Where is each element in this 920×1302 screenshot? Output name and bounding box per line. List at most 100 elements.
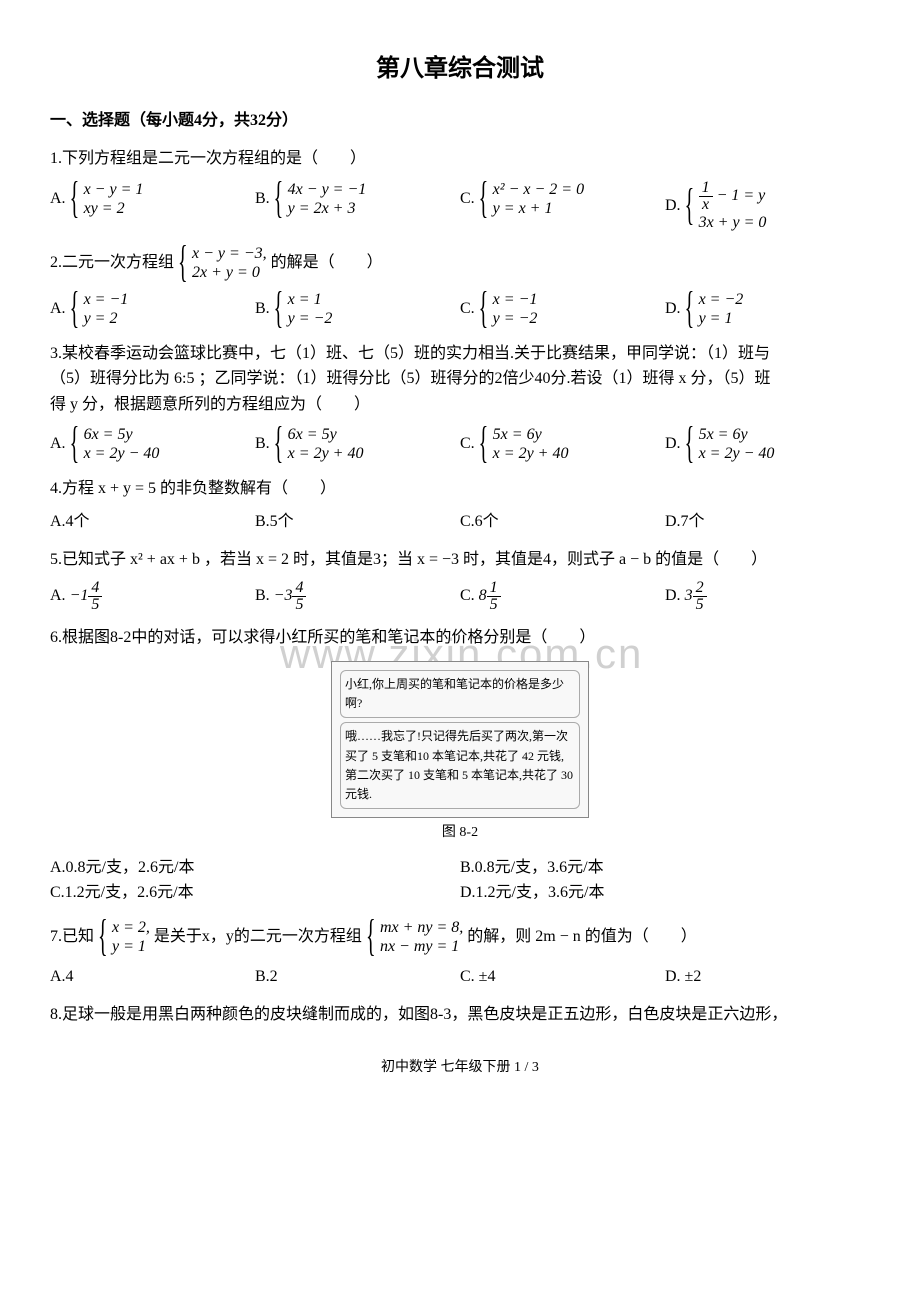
eq-line: 5x = 6y (699, 425, 775, 444)
q2-options: A. x = −1y = 2 B. x = 1y = −2 C. x = −1y… (50, 290, 870, 328)
eq-line: x = 2y + 40 (493, 444, 569, 463)
mixed-int: 8 (479, 588, 487, 605)
q2-stem: 2.二元一次方程组 x − y = −3, 2x + y = 0 的解是（ ） (50, 244, 870, 282)
q4-opt-d: D.7个 (665, 509, 870, 535)
eq-line: x = 2, (112, 918, 150, 937)
eq-line: x = 1 (288, 290, 333, 309)
page-title: 第八章综合测试 (50, 50, 870, 88)
eq-line: x² − x − 2 = 0 (493, 180, 584, 199)
opt-label: D. (665, 300, 681, 317)
q7-opt-a: A.4 (50, 964, 255, 990)
frac-num: 4 (88, 580, 102, 597)
eq-line: 1x − 1 = y (699, 180, 767, 213)
eq-line: x = 2y + 40 (288, 444, 364, 463)
q2-opt-c: C. x = −1y = −2 (460, 290, 665, 328)
opt-label: B. (255, 588, 270, 605)
q1-opt-c: C. x² − x − 2 = 0 y = x + 1 (460, 180, 665, 232)
q2-pre: 2.二元一次方程组 (50, 254, 174, 271)
frac-den: 5 (693, 597, 707, 613)
q4-options: A.4个 B.5个 C.6个 D.7个 (50, 509, 870, 535)
opt-label: A. (50, 300, 66, 317)
opt-label: D. (665, 196, 681, 213)
q6-options: A.0.8元/支，2.6元/本 B.0.8元/支，3.6元/本 C.1.2元/支… (50, 855, 870, 906)
q3-opt-c: C. 5x = 6yx = 2y + 40 (460, 425, 665, 463)
q6-opt-a: A.0.8元/支，2.6元/本 (50, 855, 460, 881)
q7-post: 的解，则 2m − n 的值为（ ） (467, 928, 696, 945)
opt-label: D. (665, 435, 681, 452)
q5-options: A. −145 B. −345 C. 815 D. 325 (50, 580, 870, 613)
q7-options: A.4 B.2 C. ±4 D. ±2 (50, 964, 870, 990)
question-3: 3.某校春季运动会篮球比赛中，七（1）班、七（5）班的实力相当.关于比赛结果，甲… (50, 341, 870, 464)
q8-text: 8.足球一般是用黑白两种颜色的皮块缝制而成的，如图8-3，黑色皮块是正五边形，白… (50, 1002, 870, 1028)
q7-stem: 7.已知 x = 2, y = 1 是关于x，y的二元一次方程组 mx + ny… (50, 918, 870, 956)
q1-opt-a: A. x − y = 1 xy = 2 (50, 180, 255, 232)
q5-text: 5.已知式子 x² + ax + b ，若当 x = 2 时，其值是3；当 x … (50, 547, 870, 573)
eq-line: x = 2y − 40 (84, 444, 160, 463)
q7-mid: 是关于x，y的二元一次方程组 (154, 928, 362, 945)
eq-part: − 1 = y (713, 187, 766, 204)
q5-opt-d: D. 325 (665, 580, 870, 613)
question-2: 2.二元一次方程组 x − y = −3, 2x + y = 0 的解是（ ） … (50, 244, 870, 329)
eq-line: 2x + y = 0 (192, 263, 267, 282)
q1-options: A. x − y = 1 xy = 2 B. 4x − y = −1 y = 2… (50, 180, 870, 232)
speech-bubble-2: 哦……我忘了!只记得先后买了两次,第一次买了 5 支笔和10 本笔记本,共花了 … (340, 722, 580, 809)
q2-post: 的解是（ ） (271, 254, 383, 271)
q5-opt-a: A. −145 (50, 580, 255, 613)
frac-num: 2 (693, 580, 707, 597)
figure-caption: 图 8-2 (50, 822, 870, 844)
opt-label: A. (50, 588, 66, 605)
eq-line: x = −2 (699, 290, 744, 309)
frac-num: 1 (699, 180, 713, 197)
q4-opt-c: C.6个 (460, 509, 665, 535)
q5-opt-b: B. −345 (255, 580, 460, 613)
q7-opt-d: D. ±2 (665, 964, 870, 990)
eq-line: y = 1 (699, 309, 744, 328)
opt-label: A. (50, 435, 66, 452)
question-4: 4.方程 x + y = 5 的非负整数解有（ ） A.4个 B.5个 C.6个… (50, 476, 870, 535)
q2-opt-d: D. x = −2y = 1 (665, 290, 870, 328)
eq-line: 6x = 5y (84, 425, 160, 444)
eq-line: x = −1 (84, 290, 129, 309)
dialogue-box: 小红,你上周买的笔和笔记本的价格是多少啊? 哦……我忘了!只记得先后买了两次,第… (331, 661, 589, 818)
eq-line: nx − my = 1 (380, 937, 463, 956)
opt-label: D. (665, 588, 681, 605)
q6-opt-b: B.0.8元/支，3.6元/本 (460, 855, 870, 881)
question-6: 6.根据图8-2中的对话，可以求得小红所买的笔和笔记本的价格分别是（ ） 小红,… (50, 625, 870, 905)
q2-opt-a: A. x = −1y = 2 (50, 290, 255, 328)
opt-label: B. (255, 189, 270, 206)
q7-opt-c: C. ±4 (460, 964, 665, 990)
mixed-int: 3 (685, 588, 693, 605)
q1-opt-d: D. 1x − 1 = y 3x + y = 0 (665, 180, 870, 232)
eq-line: xy = 2 (84, 199, 144, 218)
eq-line: x = 2y − 40 (699, 444, 775, 463)
eq-line: y = x + 1 (493, 199, 584, 218)
eq-line: 5x = 6y (493, 425, 569, 444)
question-1: 1.下列方程组是二元一次方程组的是（ ） A. x − y = 1 xy = 2… (50, 146, 870, 232)
eq-line: 4x − y = −1 (288, 180, 367, 199)
eq-line: mx + ny = 8, (380, 918, 463, 937)
q4-text: 4.方程 x + y = 5 的非负整数解有（ ） (50, 476, 870, 502)
mixed-int: −1 (70, 588, 89, 605)
eq-line: 6x = 5y (288, 425, 364, 444)
q6-opt-c: C.1.2元/支，2.6元/本 (50, 880, 460, 906)
eq-line: y = −2 (493, 309, 538, 328)
q3-opt-b: B. 6x = 5yx = 2y + 40 (255, 425, 460, 463)
frac-num: 4 (292, 580, 306, 597)
page-footer: 初中数学 七年级下册 1 / 3 (50, 1057, 870, 1079)
eq-line: y = 1 (112, 937, 150, 956)
q3-options: A. 6x = 5yx = 2y − 40 B. 6x = 5yx = 2y +… (50, 425, 870, 463)
eq-line: x = −1 (493, 290, 538, 309)
opt-label: A. (50, 189, 66, 206)
mixed-int: −3 (274, 588, 293, 605)
eq-line: x − y = 1 (84, 180, 144, 199)
frac-den: 5 (88, 597, 102, 613)
q4-opt-b: B.5个 (255, 509, 460, 535)
question-7: 7.已知 x = 2, y = 1 是关于x，y的二元一次方程组 mx + ny… (50, 918, 870, 990)
eq-line: y = 2x + 3 (288, 199, 367, 218)
opt-label: C. (460, 435, 475, 452)
frac-num: 1 (487, 580, 501, 597)
opt-label: C. (460, 588, 475, 605)
eq-line: y = −2 (288, 309, 333, 328)
question-5: 5.已知式子 x² + ax + b ，若当 x = 2 时，其值是3；当 x … (50, 547, 870, 614)
opt-label: B. (255, 300, 270, 317)
